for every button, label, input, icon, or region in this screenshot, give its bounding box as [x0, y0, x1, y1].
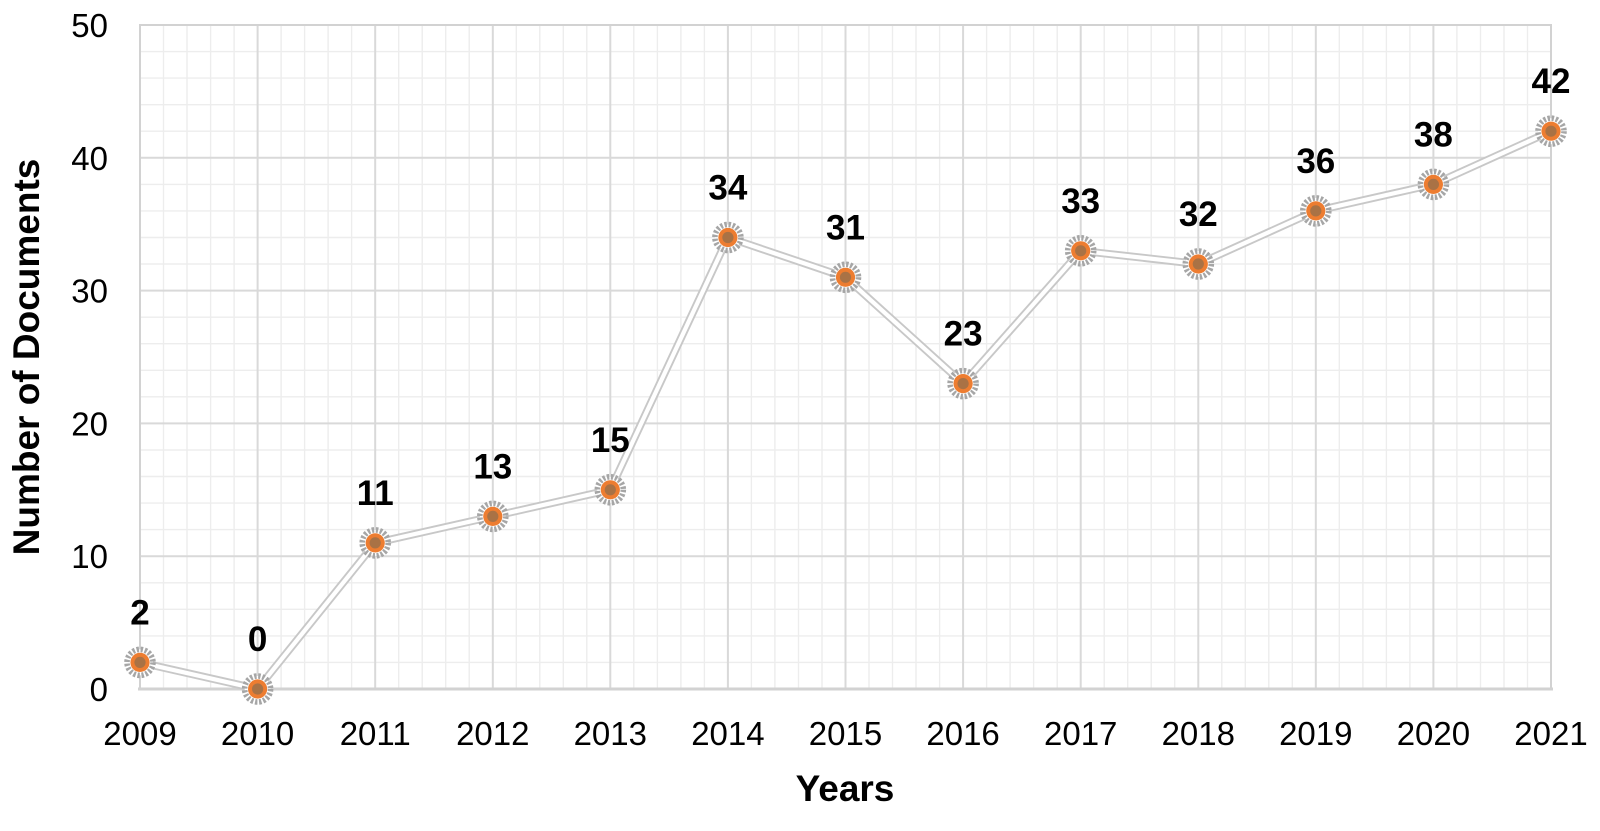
- data-label: 32: [1179, 195, 1218, 234]
- data-point-2012: [476, 500, 509, 533]
- data-label: 15: [591, 421, 630, 460]
- y-tick-label: 10: [71, 538, 108, 575]
- x-tick-label: 2021: [1514, 715, 1587, 752]
- data-point-2011: [359, 527, 392, 559]
- x-tick-label: 2013: [574, 715, 647, 752]
- data-point-2018: [1182, 248, 1215, 280]
- x-axis-title: Years: [795, 768, 895, 809]
- x-tick-label: 2017: [1044, 715, 1117, 752]
- y-tick-label: 20: [71, 405, 108, 442]
- data-label: 11: [357, 474, 394, 513]
- data-point-2015: [829, 261, 862, 294]
- data-label: 34: [708, 169, 747, 208]
- data-point-2010: [241, 673, 274, 705]
- x-tick-label: 2015: [809, 715, 882, 752]
- data-point-2013: [594, 473, 627, 506]
- data-label: 23: [944, 315, 983, 354]
- data-point-2019: [1300, 195, 1332, 227]
- data-point-2016: [947, 367, 979, 400]
- data-point-2014: [712, 221, 744, 254]
- y-tick-label: 40: [71, 140, 108, 177]
- x-tick-label: 2012: [456, 715, 529, 752]
- data-label: 0: [248, 620, 267, 659]
- x-tick-label: 2018: [1162, 715, 1235, 752]
- x-tick-label: 2011: [340, 715, 411, 752]
- data-label: 38: [1414, 115, 1453, 154]
- data-point-2020: [1417, 168, 1450, 201]
- data-point-2021: [1535, 115, 1567, 147]
- y-tick-label: 30: [71, 273, 108, 310]
- data-point-2017: [1064, 235, 1097, 267]
- data-label: 2: [130, 593, 149, 632]
- data-label: 42: [1532, 62, 1571, 101]
- data-label: 13: [473, 447, 512, 486]
- x-tick-label: 2009: [103, 715, 176, 752]
- x-tick-label: 2016: [926, 715, 999, 752]
- y-tick-label: 50: [71, 7, 108, 44]
- y-tick-label: 0: [90, 671, 108, 708]
- x-tick-label: 2020: [1397, 715, 1470, 752]
- data-point-2009: [124, 646, 156, 679]
- x-tick-label: 2014: [691, 715, 764, 752]
- x-tick-label: 2010: [221, 715, 294, 752]
- data-label: 31: [826, 208, 865, 247]
- data-label: 33: [1061, 182, 1100, 221]
- data-label: 36: [1296, 142, 1335, 181]
- x-tick-label: 2019: [1279, 715, 1352, 752]
